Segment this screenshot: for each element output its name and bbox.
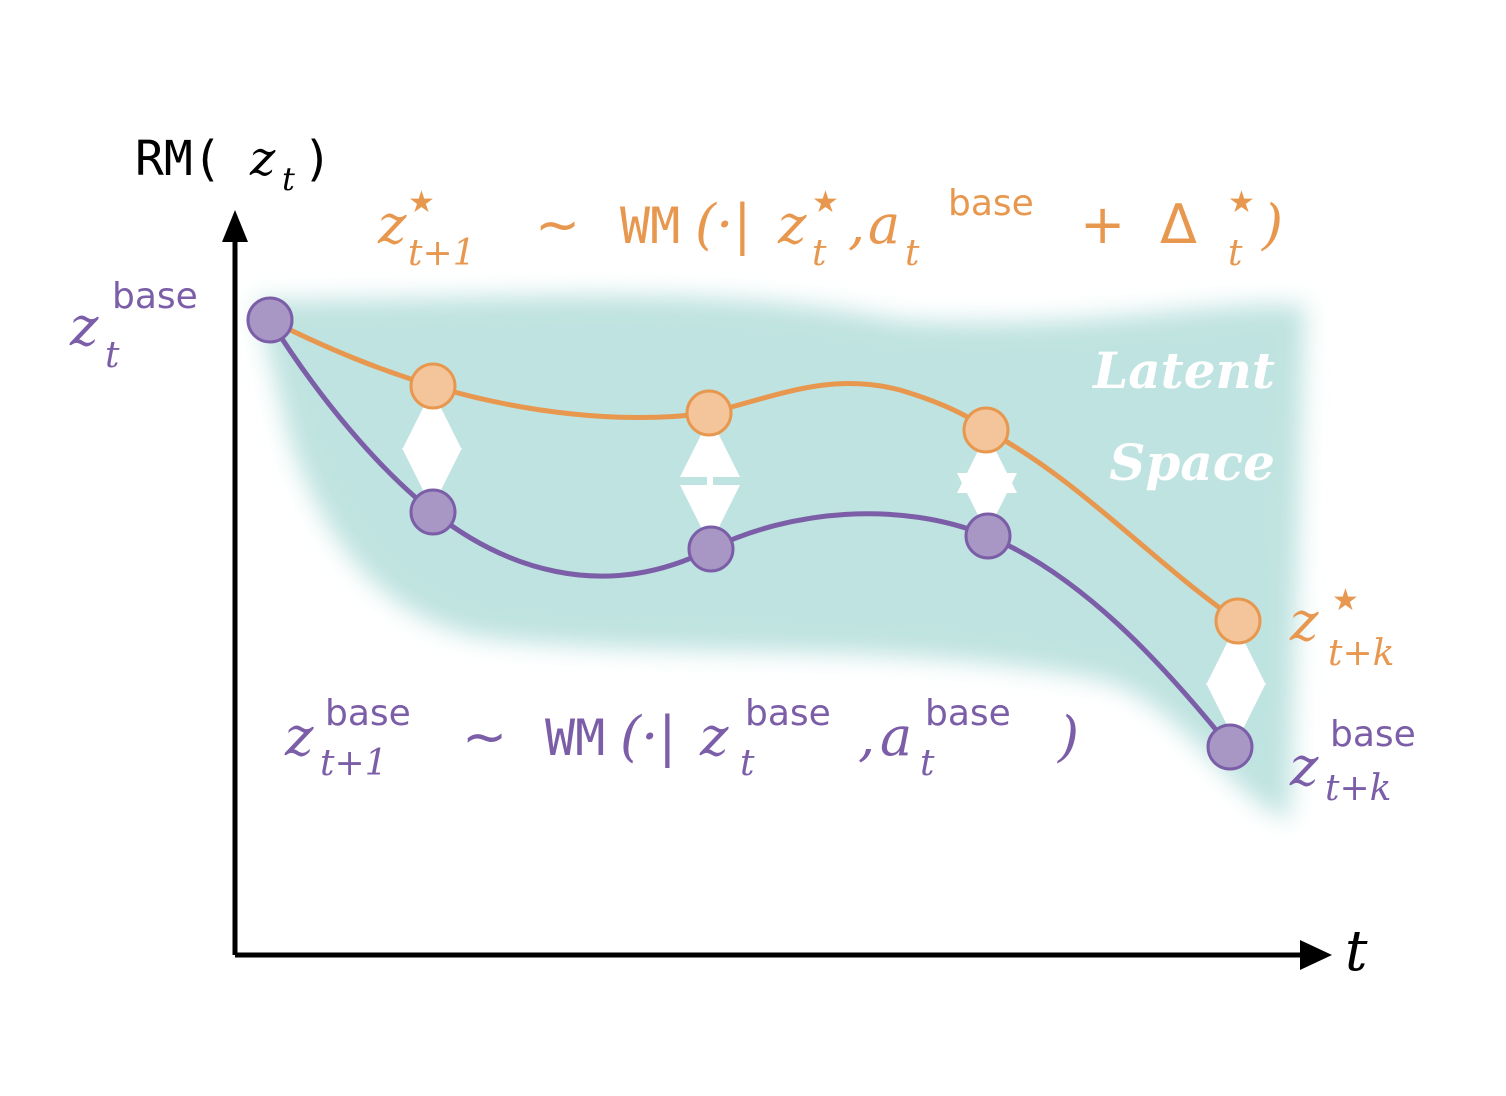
orange-equation: ,	[848, 193, 865, 256]
orange-equation: base	[948, 183, 1034, 224]
orange-equation: ★	[408, 185, 435, 220]
start-label: base	[112, 276, 198, 317]
purple-equation: base	[925, 693, 1011, 734]
purple-equation: )	[1057, 705, 1079, 768]
purple-equation: base	[325, 693, 411, 734]
start-label: z	[69, 295, 99, 358]
purple-equation: (·|	[620, 705, 676, 768]
latent-band	[255, 295, 1305, 820]
latent-space-label: Latent	[1091, 341, 1275, 400]
orange-equation: WM	[620, 197, 680, 255]
orange-equation: )	[1261, 193, 1283, 256]
end-orange-label: ★	[1332, 583, 1359, 618]
end-orange-label: z	[1289, 590, 1319, 653]
purple-equation: t	[920, 743, 935, 784]
y-arrowhead	[222, 210, 248, 242]
y-axis-label: z	[249, 131, 276, 187]
x-axis-label: t	[1345, 919, 1368, 984]
start-label: t	[105, 335, 120, 376]
orange-equation: t+1	[408, 233, 476, 274]
nodes	[246, 296, 1262, 771]
arrows	[402, 390, 1266, 743]
purple-equation: z	[699, 705, 729, 768]
orange-equation: t	[905, 233, 920, 274]
purple-equation: base	[745, 693, 831, 734]
y-axis-label: t	[282, 160, 295, 198]
purple-equation: WM	[545, 709, 605, 767]
orange-equation: ★	[812, 185, 839, 220]
orange-equation: a	[868, 193, 900, 256]
latent-space-label: Space	[1109, 433, 1275, 492]
x-arrowhead	[1300, 940, 1332, 970]
end-purple-label: base	[1330, 714, 1416, 755]
orange-equation: t	[812, 233, 827, 274]
orange-equation: z	[377, 193, 407, 256]
orange-equation: z	[777, 193, 807, 256]
y-axis-label: RM(	[135, 131, 222, 187]
purple-equation: t	[740, 743, 755, 784]
purple-equation: z	[284, 705, 314, 768]
end-orange-label: t+k	[1328, 633, 1394, 674]
purple-equation: t+1	[320, 743, 388, 784]
orange-equation: ∼	[535, 193, 580, 256]
orange-equation: ★	[1228, 185, 1255, 220]
purple-equation: a	[880, 705, 912, 768]
y-axis-label: )	[303, 131, 332, 187]
orange-equation: +	[1080, 193, 1125, 256]
purple-equation: ,	[858, 705, 875, 768]
axes	[232, 240, 1305, 958]
end-purple-label: z	[1289, 735, 1319, 798]
orange-equation: t	[1228, 233, 1243, 274]
end-purple-label: t+k	[1325, 768, 1391, 809]
purple-equation: ∼	[462, 705, 507, 768]
orange-equation: Δ	[1160, 193, 1197, 256]
orange-equation: (·|	[695, 193, 751, 256]
